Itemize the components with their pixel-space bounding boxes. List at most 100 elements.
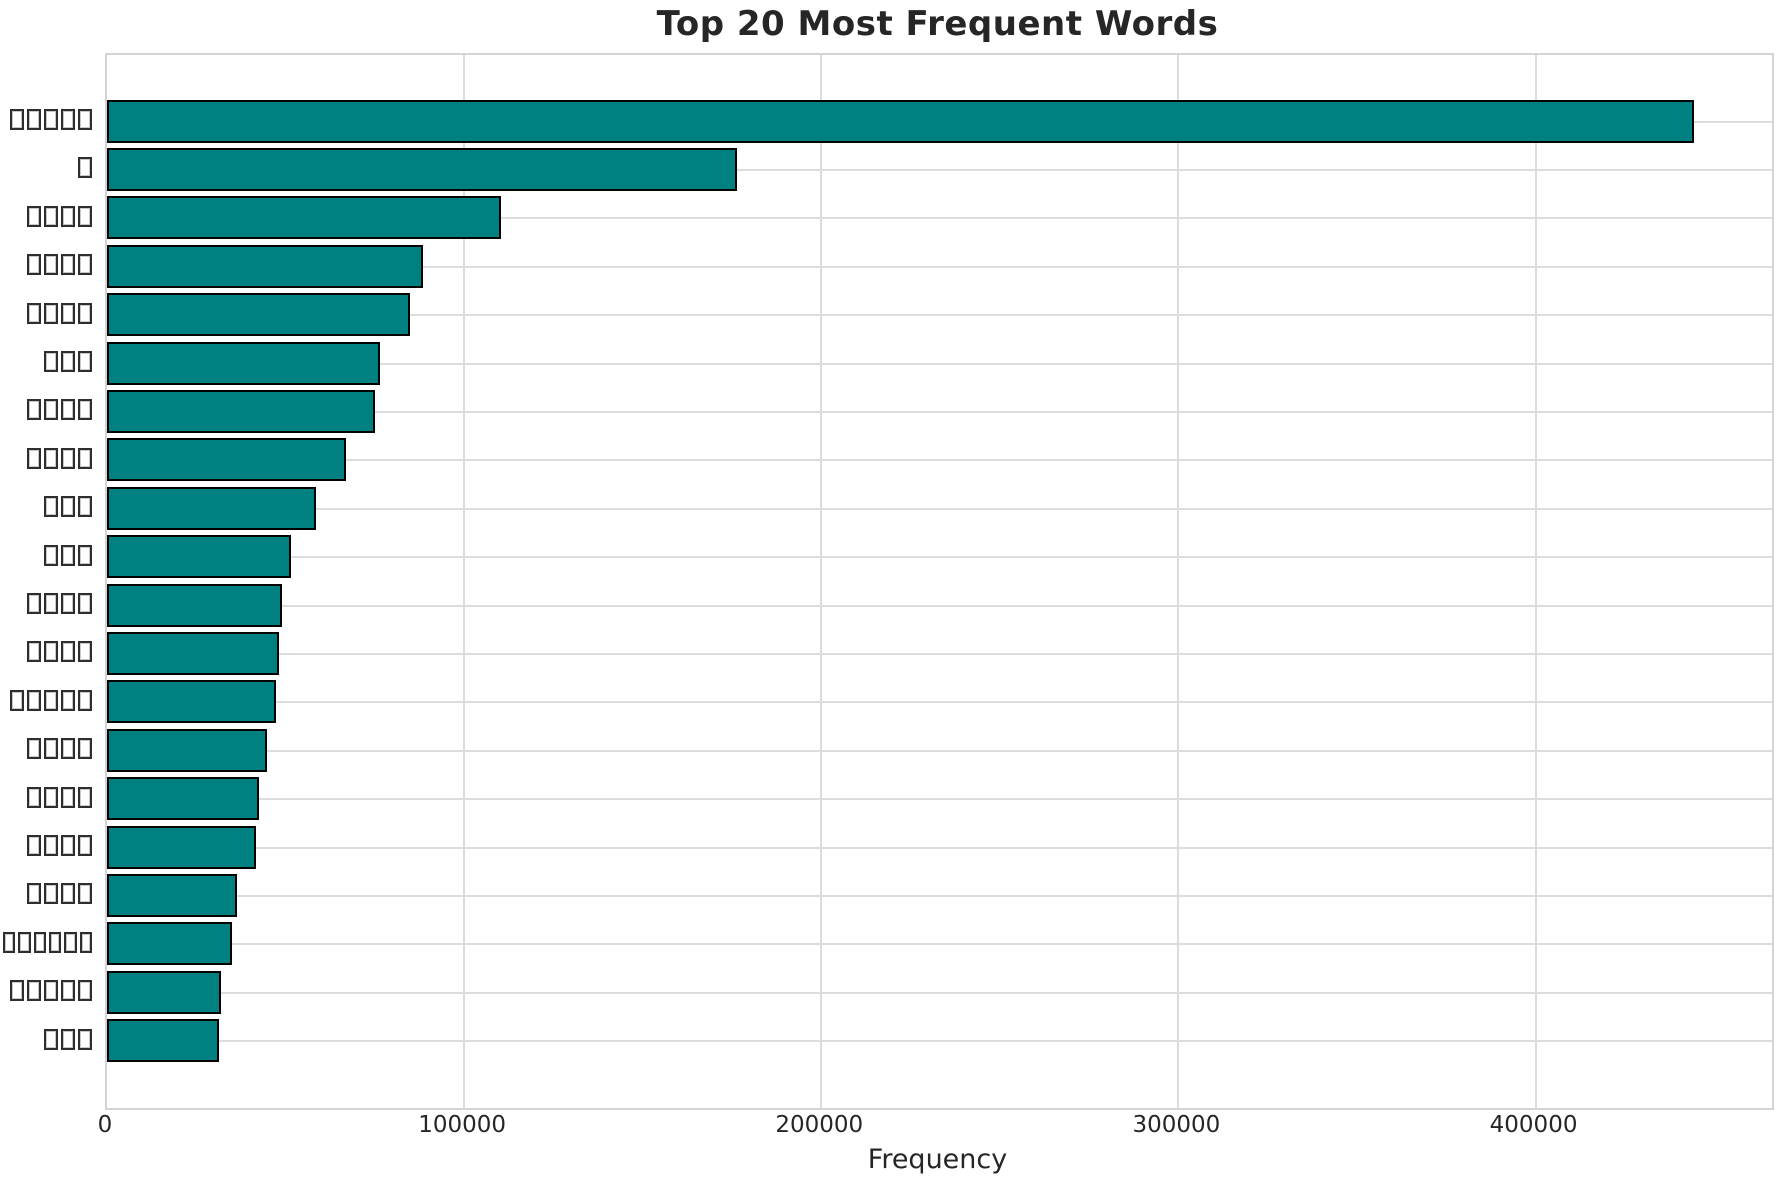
bar <box>107 873 238 917</box>
y-tick-label <box>0 156 92 180</box>
bar <box>107 970 222 1014</box>
bar <box>107 293 411 337</box>
gridline-horizontal <box>107 168 1772 171</box>
missing-glyph-box <box>78 205 92 227</box>
bar <box>107 486 316 530</box>
gridline-horizontal <box>107 991 1772 994</box>
missing-glyph-box <box>10 689 24 711</box>
missing-glyph-box <box>78 738 92 760</box>
bar <box>107 438 346 482</box>
missing-glyph-box <box>78 351 92 372</box>
missing-glyph-box <box>61 835 75 856</box>
missing-glyph-box <box>3 931 16 953</box>
y-tick-label <box>0 108 92 132</box>
missing-glyph-box <box>44 1028 58 1050</box>
gridline-vertical <box>1534 55 1537 1108</box>
missing-glyph-box <box>44 738 58 760</box>
y-tick-label <box>0 204 92 228</box>
y-tick-label <box>0 592 92 616</box>
missing-glyph-box <box>44 593 58 614</box>
missing-glyph-box <box>44 399 58 421</box>
gridline-horizontal <box>107 217 1772 220</box>
bar <box>107 389 375 433</box>
x-tick-label: 200000 <box>775 1112 864 1138</box>
y-tick-label <box>0 1027 92 1051</box>
missing-glyph-box <box>61 447 75 469</box>
missing-glyph-box <box>44 883 58 905</box>
missing-glyph-box <box>61 689 75 711</box>
missing-glyph-box <box>61 109 75 130</box>
bar <box>107 196 502 240</box>
missing-glyph-box <box>27 980 41 1002</box>
missing-glyph-box <box>61 302 75 324</box>
gridline-horizontal <box>107 943 1772 946</box>
missing-glyph-box <box>27 205 41 227</box>
missing-glyph-box <box>61 786 75 808</box>
missing-glyph-box <box>44 980 58 1002</box>
missing-glyph-box <box>61 738 75 760</box>
missing-glyph-box <box>78 109 92 130</box>
bar <box>107 1019 219 1063</box>
missing-glyph-box <box>61 399 75 421</box>
gridline-horizontal <box>107 507 1772 510</box>
bar <box>107 922 233 966</box>
bar <box>107 728 268 772</box>
plot-area <box>105 53 1774 1110</box>
missing-glyph-box <box>44 254 58 276</box>
missing-glyph-box <box>49 931 62 953</box>
gridline-horizontal <box>107 314 1772 317</box>
y-tick-label <box>0 398 92 422</box>
gridline-horizontal <box>107 701 1772 704</box>
gridline-horizontal <box>107 798 1772 801</box>
missing-glyph-box <box>78 157 92 179</box>
y-tick-label <box>0 640 92 664</box>
gridline-vertical <box>463 55 466 1108</box>
missing-glyph-box <box>27 835 41 856</box>
missing-glyph-box <box>27 399 41 421</box>
missing-glyph-box <box>27 447 41 469</box>
missing-glyph-box <box>27 302 41 324</box>
x-tick-label: 400000 <box>1489 1112 1578 1138</box>
x-tick-label: 100000 <box>418 1112 507 1138</box>
y-tick-label <box>0 930 92 954</box>
missing-glyph-box <box>27 883 41 905</box>
y-tick-label <box>0 979 92 1003</box>
missing-glyph-box <box>61 496 75 518</box>
missing-glyph-box <box>78 302 92 324</box>
missing-glyph-box <box>61 1028 75 1050</box>
bar <box>107 777 259 821</box>
x-axis-label: Frequency <box>867 1144 1008 1175</box>
bar <box>107 631 279 675</box>
missing-glyph-box <box>10 109 24 130</box>
bar <box>107 583 283 627</box>
gridline-horizontal <box>107 459 1772 462</box>
missing-glyph-box <box>78 689 92 711</box>
x-tick-label: 0 <box>97 1112 113 1138</box>
missing-glyph-box <box>78 496 92 518</box>
missing-glyph-box <box>61 254 75 276</box>
y-tick-label <box>0 543 92 567</box>
missing-glyph-box <box>61 980 75 1002</box>
missing-glyph-box <box>10 980 24 1002</box>
bar <box>107 535 292 579</box>
missing-glyph-box <box>61 205 75 227</box>
missing-glyph-box <box>18 931 31 953</box>
missing-glyph-box <box>27 109 41 130</box>
y-tick-label <box>0 495 92 519</box>
y-tick-label <box>0 446 92 470</box>
x-axis-ticks: 0 100000 200000 300000 400000 <box>0 1112 1784 1142</box>
missing-glyph-box <box>44 109 58 130</box>
missing-glyph-box <box>78 786 92 808</box>
y-tick-label <box>0 253 92 277</box>
missing-glyph-box <box>44 302 58 324</box>
chart-title: Top 20 Most Frequent Words <box>656 4 1219 44</box>
missing-glyph-box <box>33 931 47 953</box>
bar <box>107 680 277 724</box>
missing-glyph-box <box>44 641 58 663</box>
missing-glyph-box <box>44 205 58 227</box>
missing-glyph-box <box>44 496 58 518</box>
missing-glyph-box <box>61 351 75 372</box>
missing-glyph-box <box>44 544 58 566</box>
y-tick-label <box>0 350 92 374</box>
gridline-horizontal <box>107 362 1772 365</box>
